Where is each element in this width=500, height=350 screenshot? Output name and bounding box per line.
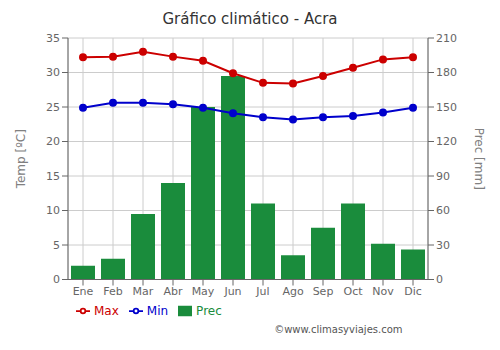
svg-text:35: 35 xyxy=(46,32,60,45)
html-text:Min: Min xyxy=(146,303,169,318)
svg-text:Oct: Oct xyxy=(343,285,363,298)
svg-text:Abr: Abr xyxy=(163,285,183,298)
svg-text:Jun: Jun xyxy=(223,285,241,298)
svg-text:Jul: Jul xyxy=(255,285,269,298)
svg-text:0: 0 xyxy=(436,273,443,286)
svg-text:Ene: Ene xyxy=(73,285,94,298)
svg-text:30: 30 xyxy=(436,239,450,252)
svg-text:Sep: Sep xyxy=(313,285,334,298)
svg-text:Dic: Dic xyxy=(404,285,422,298)
svg-text:Prec [mm]: Prec [mm] xyxy=(472,128,486,190)
svg-text:Nov: Nov xyxy=(372,285,394,298)
svg-text:0: 0 xyxy=(53,273,60,286)
svg-text:90: 90 xyxy=(436,170,450,183)
svg-text:5: 5 xyxy=(53,239,60,252)
svg-text:Ago: Ago xyxy=(282,285,304,298)
svg-text:150: 150 xyxy=(436,101,457,114)
svg-text:10: 10 xyxy=(46,204,60,217)
svg-text:210: 210 xyxy=(436,32,457,45)
html-text:©www.climasyviajes.com: ©www.climasyviajes.com xyxy=(274,324,403,335)
html-text:Prec: Prec xyxy=(196,303,222,318)
html-text:Max: Max xyxy=(94,303,119,318)
svg-text:Mar: Mar xyxy=(133,285,154,298)
svg-text:May: May xyxy=(192,285,215,298)
svg-text:25: 25 xyxy=(46,101,60,114)
svg-text:20: 20 xyxy=(46,135,60,148)
svg-text:Temp [ºC]: Temp [ºC] xyxy=(14,129,28,189)
svg-text:120: 120 xyxy=(436,135,457,148)
svg-text:15: 15 xyxy=(46,170,60,183)
svg-text:60: 60 xyxy=(436,204,450,217)
svg-text:180: 180 xyxy=(436,66,457,79)
svg-text:Feb: Feb xyxy=(103,285,122,298)
svg-text:30: 30 xyxy=(46,66,60,79)
html-text:Gráfico climático - Acra: Gráfico climático - Acra xyxy=(162,10,338,28)
